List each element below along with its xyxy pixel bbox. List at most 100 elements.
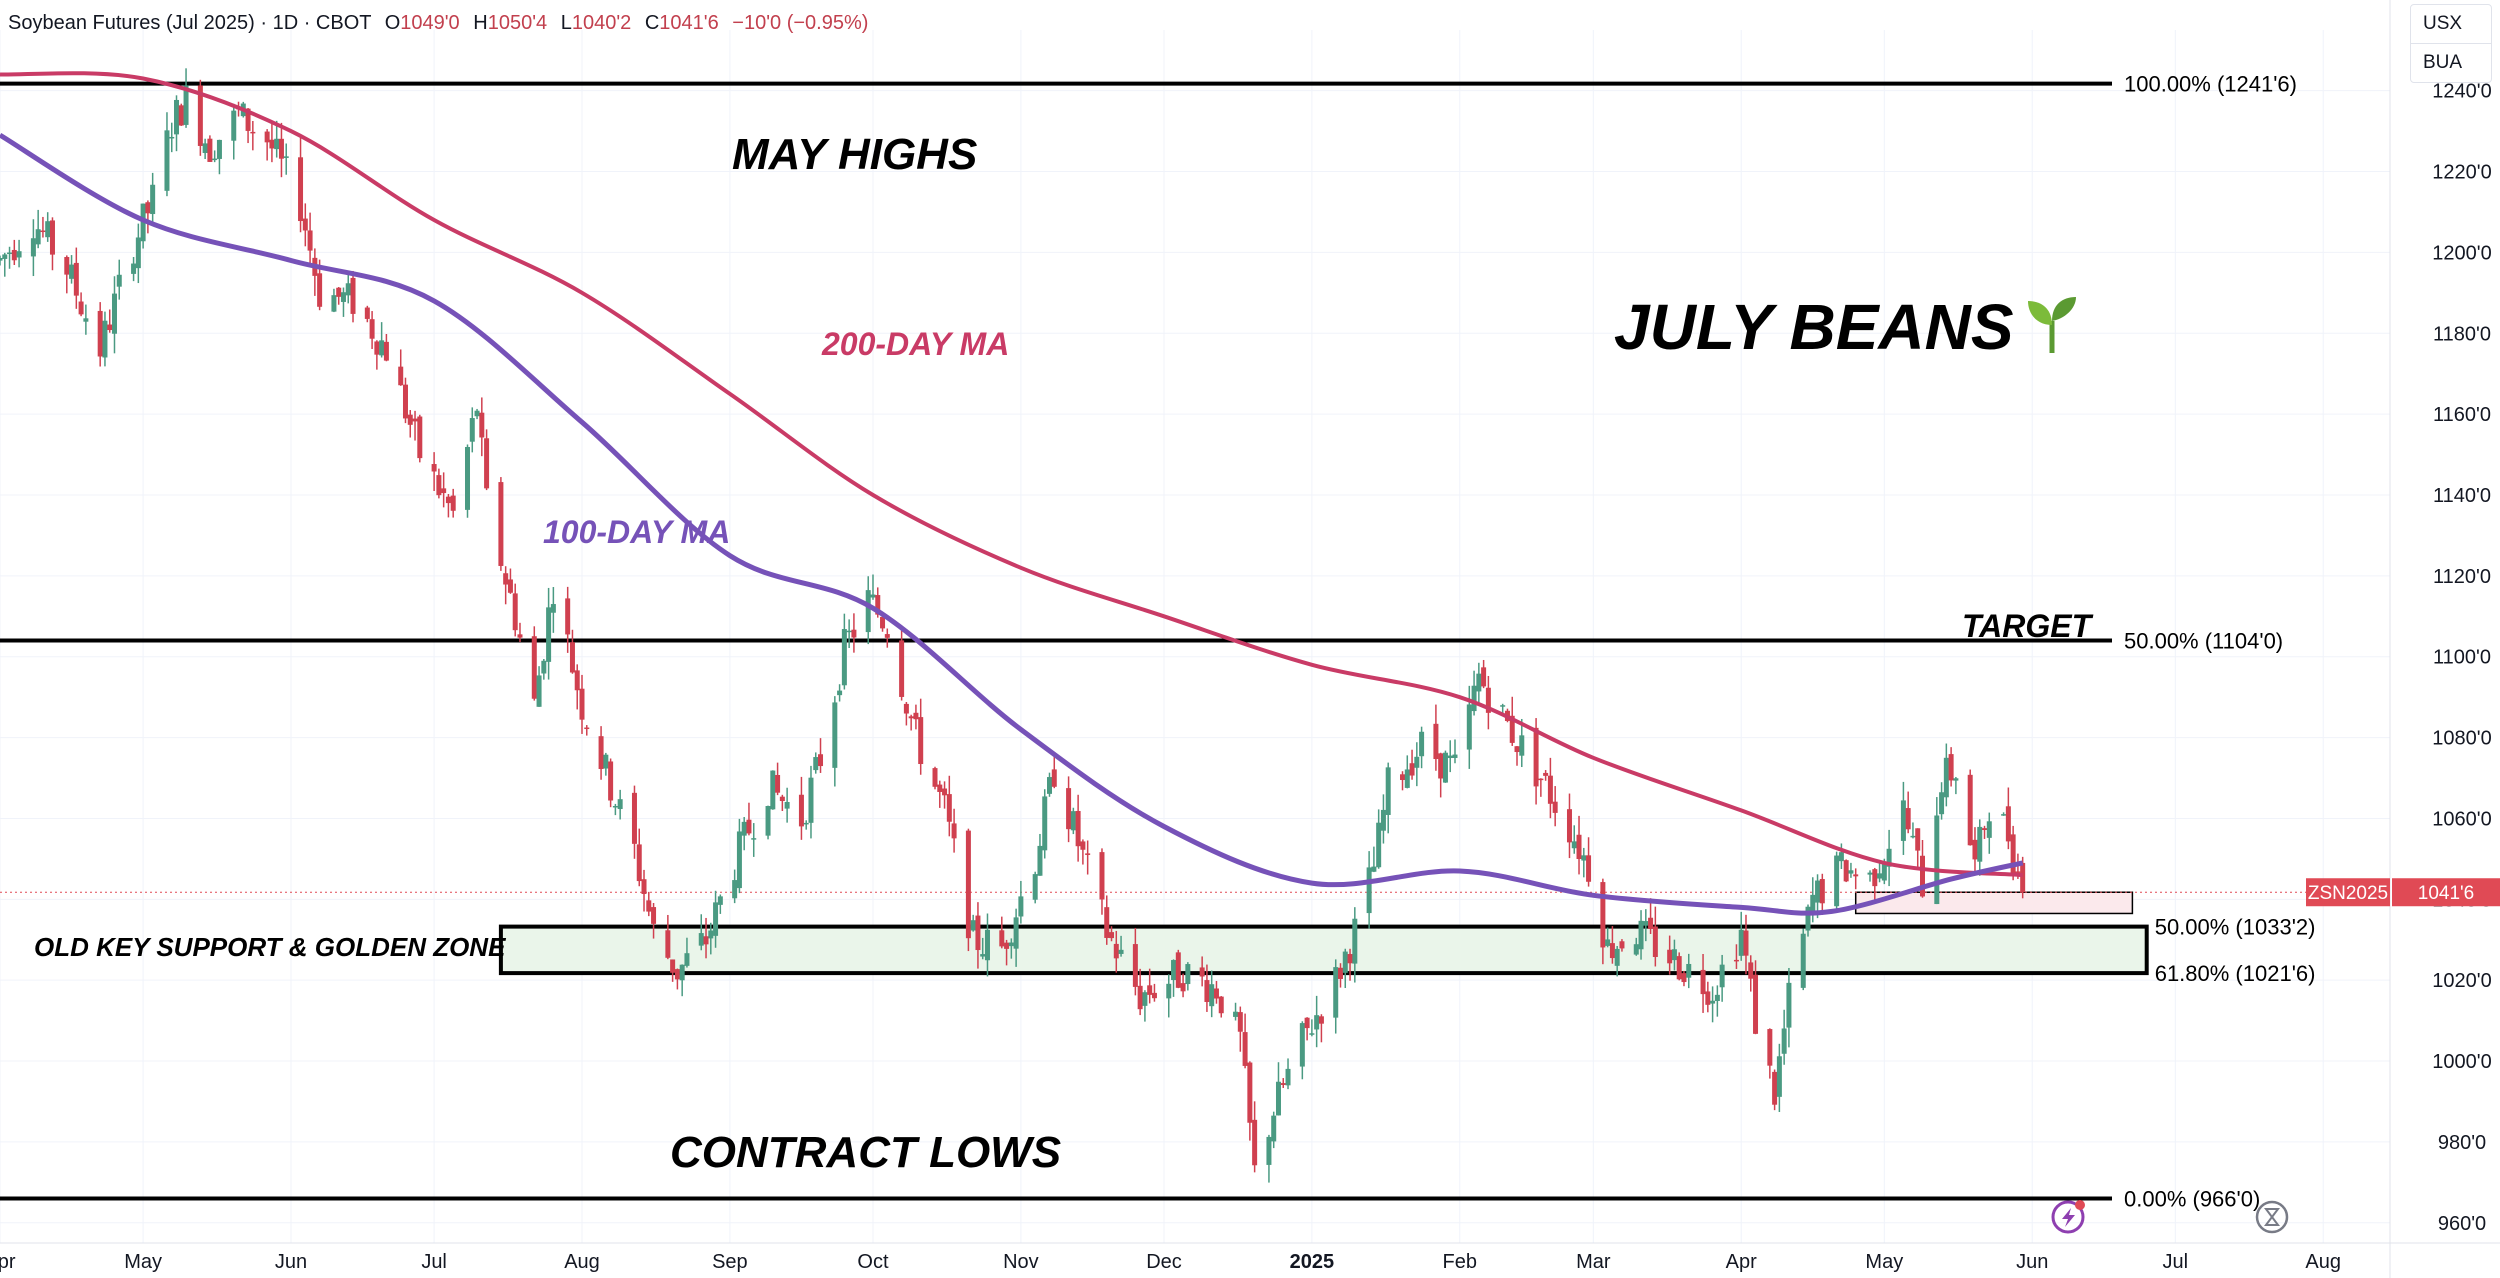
candle [1409, 749, 1415, 780]
candle-body [1466, 704, 1472, 750]
candle-body [1781, 1028, 1787, 1054]
candle-body [951, 823, 957, 839]
candle-body [1519, 735, 1525, 756]
candle [1819, 873, 1825, 915]
candle [1767, 1028, 1773, 1079]
candle [1509, 696, 1515, 746]
candle-body [298, 157, 304, 222]
candle-body [1872, 869, 1878, 887]
candle [612, 803, 618, 816]
hourglass-icon[interactable] [2255, 1200, 2289, 1234]
candle-body [1943, 757, 1949, 798]
candle [1247, 1061, 1253, 1141]
candle [1099, 848, 1105, 915]
close-label: C [644, 12, 660, 34]
candle [546, 587, 552, 680]
candle-body [498, 482, 504, 566]
candle-body [918, 717, 924, 765]
candle [45, 212, 51, 242]
candle [1442, 750, 1448, 783]
candle [970, 914, 976, 932]
candle-body [1614, 948, 1620, 966]
candle [713, 890, 719, 948]
candle [465, 444, 471, 518]
candle-body [212, 158, 218, 161]
candle [517, 622, 523, 642]
candle-body [1309, 1033, 1315, 1035]
candle [569, 629, 575, 674]
candle [803, 820, 809, 830]
currency-selector[interactable]: USX BUA [2410, 4, 2492, 83]
candle-body [584, 727, 590, 730]
candle-body [1819, 879, 1825, 904]
candle [951, 808, 957, 853]
candle [975, 902, 981, 969]
candle-body [1032, 874, 1038, 900]
candle-body [1834, 855, 1840, 907]
candle [1371, 846, 1377, 873]
lightning-icon[interactable] [2051, 1200, 2085, 1234]
x-tick-label: Jun [2016, 1251, 2048, 1273]
candle-body [111, 293, 117, 334]
candle [813, 752, 819, 774]
currency-unit[interactable]: USX [2423, 13, 2463, 34]
candle-body [364, 307, 370, 319]
candle-body [1843, 860, 1849, 882]
candle-body [1905, 808, 1911, 830]
candle-body [1886, 848, 1892, 867]
candle [684, 937, 690, 968]
candle-body [603, 754, 609, 769]
candle [1953, 776, 1959, 795]
candle [1280, 1078, 1286, 1088]
candle [1867, 870, 1873, 882]
fib-levels: 100.00% (1241'6) 50.00% (1104'0) 0.00% (96… [0, 72, 2390, 1212]
candle-body [775, 774, 781, 793]
candle-body [417, 416, 423, 459]
candle-body [784, 802, 790, 809]
candle-body [1838, 852, 1844, 862]
candle-body [1705, 991, 1711, 1005]
candle-body [608, 761, 614, 801]
candle [1900, 781, 1906, 855]
candle-body [1280, 1083, 1286, 1085]
candle-body [1180, 983, 1186, 992]
candle-body [1900, 800, 1906, 841]
candle-body [698, 933, 704, 946]
candle-body [736, 831, 742, 889]
candle [245, 108, 251, 144]
candle-body [431, 464, 437, 472]
candle [1419, 726, 1425, 769]
candle [999, 916, 1005, 949]
candle-body [1113, 943, 1119, 959]
candle-body [1648, 917, 1654, 929]
candle [1838, 843, 1844, 870]
candle-body [703, 936, 709, 945]
candle [531, 626, 537, 701]
currency-sub[interactable]: BUA [2411, 43, 2491, 82]
candle-body [646, 900, 652, 912]
july-beans-label: JULY BEANS [1614, 290, 2080, 364]
candle [980, 937, 986, 960]
candle-body [1299, 1023, 1305, 1067]
y-tick-label: 1120'0 [2433, 566, 2491, 588]
candle-body [445, 496, 451, 504]
candle [512, 583, 518, 637]
candle [918, 698, 924, 775]
candle-body [1242, 1032, 1248, 1066]
candle-body [450, 495, 456, 511]
candle [102, 311, 108, 367]
candle [937, 780, 943, 808]
candle-body [169, 136, 175, 139]
candle-body [1471, 685, 1477, 712]
candle [1113, 930, 1119, 973]
candle-body [779, 796, 785, 802]
candle [1237, 1006, 1243, 1052]
candle [174, 95, 180, 152]
x-tick-label: Jul [2163, 1251, 2189, 1273]
candle [1314, 995, 1320, 1048]
candle-body [1419, 731, 1425, 757]
candle-body [713, 902, 719, 936]
candle-body [245, 108, 251, 131]
candle [1008, 938, 1014, 959]
